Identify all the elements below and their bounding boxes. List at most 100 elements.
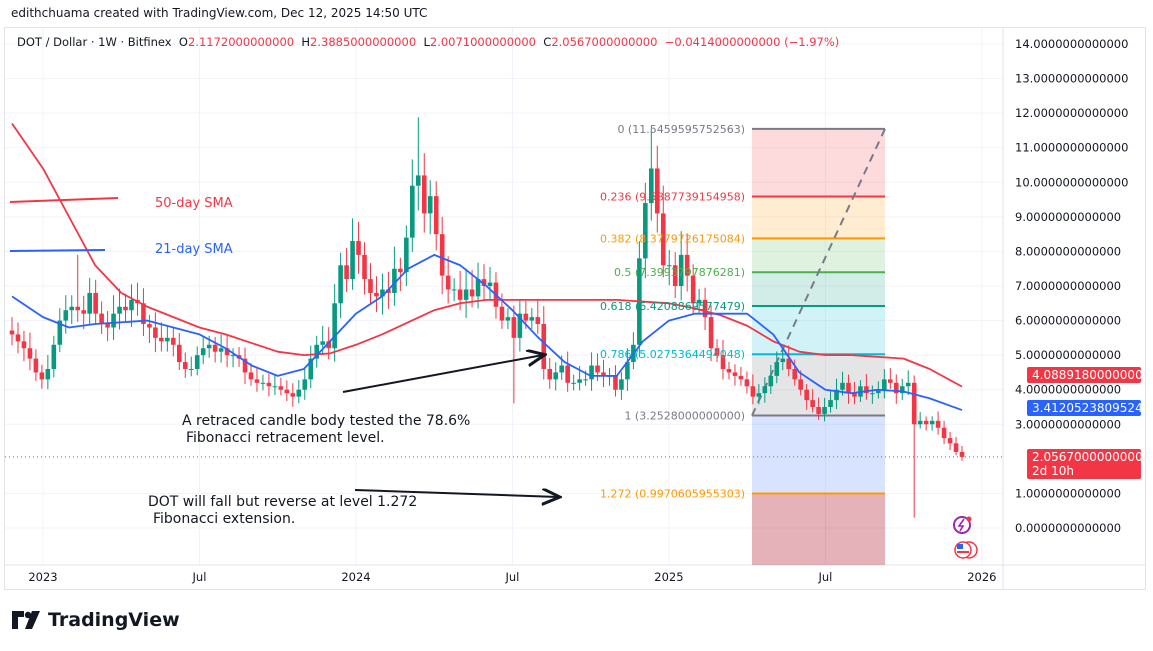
candle-body [804,389,809,401]
candle-body [117,306,122,314]
fib-zone [752,238,885,273]
candle-body [362,254,367,280]
candle-body [893,382,899,394]
candle-body [720,355,726,369]
candle-body [888,379,893,383]
price-axis-label: 11.0000000000000 [1015,141,1128,155]
candle-body [105,324,110,328]
candle-body [380,289,385,297]
candle-body [445,275,451,290]
candle-body [756,393,762,397]
fib-trend-line [751,128,886,416]
price-axis-label: 6.0000000000000 [1015,314,1121,328]
candle-body [696,299,702,304]
candle-body [171,337,176,345]
candle-body [917,420,923,425]
candle-body [433,196,439,235]
candle-body [672,265,678,287]
time-axis-label: 2024 [341,570,370,584]
candle-body [290,393,296,397]
us-flag-stripe [957,551,969,553]
candle-body [613,375,618,390]
price-tag-value: 2.0567000000000 [1032,449,1143,464]
candle-body [649,168,654,204]
price-tag-value: 4.0889180000000 [1032,368,1143,382]
candle-body [535,317,541,325]
price-axis-label: 7.0000000000000 [1015,279,1121,293]
sma50-label: 50-day SMA [155,196,233,211]
tradingview-logo[interactable]: TradingView [12,609,180,631]
sma-21-line [11,253,963,411]
candle-body [762,386,768,394]
candle-body [427,196,433,214]
time-axis-label: 2025 [654,570,683,584]
candle-body [266,382,272,387]
annotation-arrow-retracement [342,355,543,393]
candle-body [523,313,529,321]
fib-level-label: 0.786 (5.0275364494048) [600,348,745,361]
candle-body [224,348,230,356]
annotation-extension-text-2: Fibonacci extension. [153,511,295,527]
candle-body [714,348,720,356]
candle-body [302,379,308,390]
candle-body [643,203,648,259]
price-axis-label: 3.0000000000000 [1015,417,1121,431]
candle-body [690,275,696,304]
candle-body [666,265,672,267]
candle-body [242,358,248,373]
candle-body [308,358,314,380]
price-chart[interactable]: 0 (11.5459595752563) 0.236 (9.58877391549… [0,0,1153,600]
plot-area [9,117,965,565]
candle-body [39,372,45,380]
candle-body [577,379,582,383]
candle-body [899,386,905,394]
candle-body [248,372,254,380]
candle-body [660,213,666,266]
candle-body [404,237,409,273]
price-axis-label: 14.0000000000000 [1015,37,1128,51]
fib-zone [752,493,885,565]
close-value: 2.0567000000000 [551,35,658,49]
candle-body [296,389,302,397]
price-axis-label: 1.0000000000000 [1015,486,1121,500]
candle-body [625,362,630,380]
candle-body [786,358,792,369]
candle-body [398,268,403,273]
candle-body [953,443,959,452]
candle-body [439,234,445,276]
candle-body [57,320,63,345]
candle-body [553,372,559,380]
high-label: H [301,35,311,49]
candle-body [487,282,493,287]
candle-body [314,344,320,359]
brand-name: TradingView [48,609,180,631]
candle-body [338,265,343,304]
candle-body [792,368,798,380]
candle-body [780,358,786,363]
candle-body [959,451,965,457]
candle-body [547,368,553,380]
candle-body [230,355,236,357]
candle-body [200,348,206,356]
candle-body [320,341,325,345]
sma21-legend-line [9,249,106,252]
candle-body [708,317,714,349]
candle-body [260,382,266,384]
candle-body [702,299,708,318]
annotation-extension-text: DOT will fall but reverse at level 1.272 [148,494,417,510]
candle-body [93,292,98,314]
fib-level-label: 0 (11.5459595752563) [617,123,745,136]
candle-body [929,420,935,425]
candle-body [852,393,857,397]
candle-body [332,303,337,349]
fib-level-label: 0.236 (9.5887739154958) [600,191,745,204]
price-axis-label: 13.0000000000000 [1015,72,1128,86]
candle-body [421,175,427,214]
notification-dot [966,516,972,522]
candle-body [583,379,588,381]
candle-body [451,289,457,291]
candle-body [410,185,415,238]
candle-body [278,386,284,390]
candle-body [768,375,774,387]
candle-body [571,382,576,384]
